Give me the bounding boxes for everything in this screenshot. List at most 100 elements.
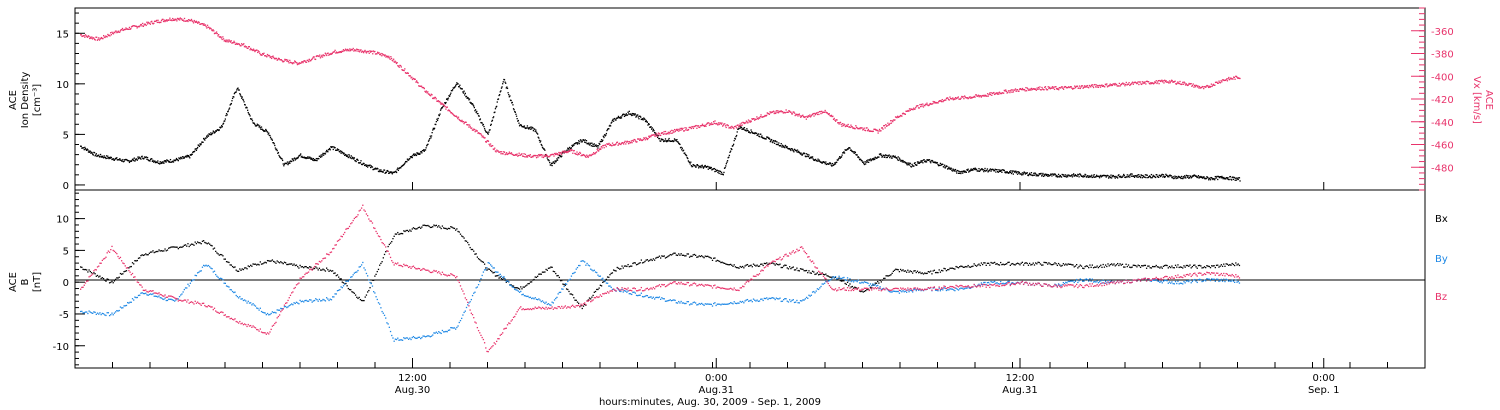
ion-density-point	[301, 155, 303, 157]
ion-density-point	[175, 159, 177, 161]
ion-density-point	[863, 162, 865, 165]
vx-point	[197, 21, 200, 23]
vx-point	[1128, 81, 1130, 84]
ion-density-point	[784, 144, 787, 147]
vx-point	[846, 124, 848, 126]
ion-density-point	[742, 127, 744, 129]
bx-point	[1148, 265, 1150, 267]
vx-point	[650, 135, 652, 138]
bx-point	[368, 289, 370, 292]
vx-point	[97, 38, 99, 41]
ion-density-point	[495, 106, 497, 108]
vx-point	[139, 24, 142, 26]
bx-point	[933, 269, 936, 271]
bx-point	[282, 262, 284, 265]
bx-point	[785, 264, 787, 267]
bx-point	[1045, 262, 1048, 264]
vx-point	[1021, 87, 1024, 90]
vx-point	[350, 48, 352, 51]
ion-density-point	[955, 170, 957, 173]
vx-point	[1095, 84, 1097, 86]
vx-point	[823, 111, 826, 113]
bx-point	[910, 270, 913, 273]
by-point	[105, 314, 107, 317]
ion-density-point	[95, 154, 97, 156]
vx-point	[914, 108, 916, 110]
bx-point	[687, 253, 690, 255]
vx-point	[455, 115, 457, 117]
ion-density-point	[691, 165, 694, 168]
ion-density-point	[332, 146, 334, 148]
ion-density-point	[435, 123, 437, 126]
vx-point	[926, 104, 929, 106]
ion-density-point	[828, 163, 830, 165]
bx-point	[224, 258, 226, 260]
by-point	[142, 292, 145, 295]
vx-point	[1035, 89, 1038, 91]
ion-density-point	[1131, 173, 1133, 175]
ion-density-point	[486, 132, 489, 134]
vx-point	[305, 61, 307, 63]
bx-point	[862, 291, 864, 293]
vx-point	[959, 98, 962, 100]
vx-point	[609, 144, 611, 146]
bx-point	[939, 271, 942, 273]
by-point	[272, 311, 275, 314]
ion-density-point	[668, 137, 670, 140]
ion-density-point	[820, 161, 822, 163]
bx-point	[798, 270, 800, 272]
bx-point	[845, 283, 847, 285]
vx-point	[298, 63, 300, 65]
ion-density-point	[810, 157, 812, 159]
by-point	[186, 287, 188, 289]
ion-density-point	[1176, 175, 1178, 178]
bx-point	[927, 270, 929, 273]
ion-density-point	[917, 162, 919, 164]
bx-point	[280, 261, 282, 263]
by-point	[300, 300, 302, 303]
ion-density-point	[697, 164, 699, 167]
vx-point	[209, 27, 211, 29]
ion-density-point	[1217, 178, 1219, 181]
x-tick-date-label: Sep. 1	[1308, 385, 1340, 396]
bx-point	[754, 264, 756, 266]
ion-density-point	[283, 163, 286, 165]
ion-density-point	[526, 127, 528, 129]
bx-point	[1183, 265, 1185, 267]
vx-point	[762, 116, 764, 118]
ion-density-point	[291, 158, 293, 160]
vx-point	[394, 60, 396, 62]
vx-point	[942, 100, 944, 103]
vx-point	[998, 93, 1000, 95]
ion-density-point	[778, 142, 780, 144]
ion-density-point	[952, 168, 954, 170]
ion-density-point	[435, 121, 438, 123]
vx-point	[234, 43, 237, 45]
vx-point	[359, 50, 361, 52]
bx-point	[1215, 264, 1218, 266]
vx-point	[956, 97, 958, 99]
ion-density-point	[905, 162, 907, 164]
vx-point	[416, 80, 418, 82]
vx-point	[1122, 82, 1124, 84]
vx-point	[1231, 78, 1233, 80]
vx-point	[786, 111, 788, 113]
by-point	[241, 298, 243, 300]
vx-point	[619, 143, 621, 145]
ion-density-point	[977, 170, 980, 172]
bx-point	[123, 271, 125, 273]
vx-point	[260, 54, 262, 56]
vx-point	[1065, 87, 1068, 89]
ion-density-point	[447, 97, 450, 99]
vx-point	[1210, 85, 1212, 88]
ion-density-point	[282, 163, 284, 165]
vx-point	[545, 153, 547, 156]
ion-density-point	[747, 130, 749, 132]
vx-point	[826, 112, 828, 114]
bx-point	[470, 248, 472, 251]
ion-density-point	[978, 167, 980, 170]
bx-point	[263, 262, 265, 264]
by-point	[288, 305, 290, 307]
vx-point	[169, 17, 171, 19]
ion-density-point	[315, 157, 318, 160]
